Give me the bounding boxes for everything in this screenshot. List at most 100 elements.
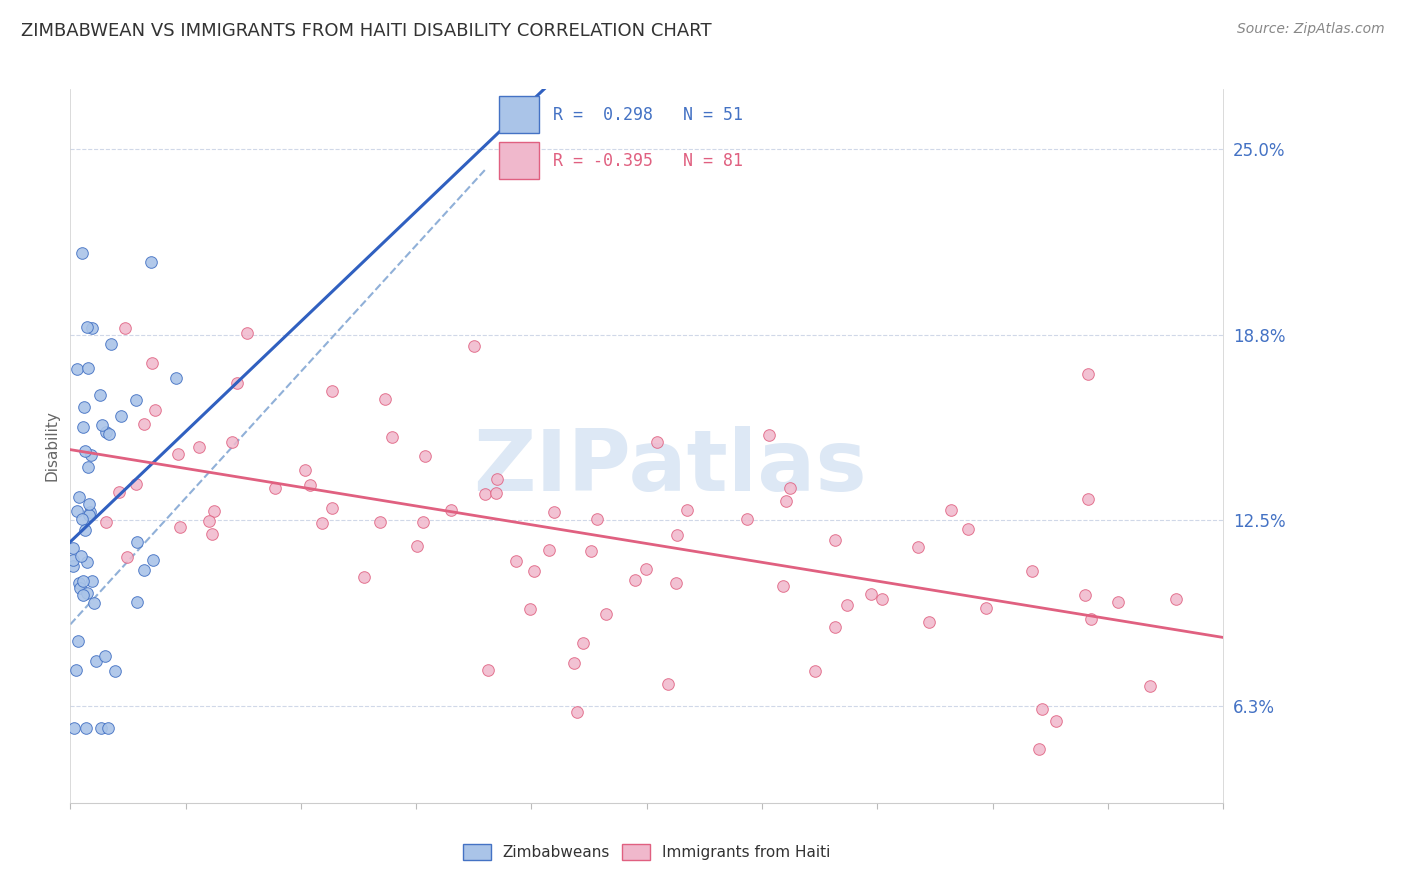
Point	[114, 320, 136, 334]
Point	[77, 497, 100, 511]
Point	[77, 459, 100, 474]
Point	[80, 321, 103, 335]
Point	[69, 581, 91, 595]
Point	[623, 573, 645, 587]
Point	[543, 505, 565, 519]
Point	[647, 435, 669, 450]
Point	[1107, 595, 1129, 609]
Point	[94, 649, 117, 664]
Point	[76, 360, 98, 375]
Point	[125, 392, 148, 407]
Point	[1045, 714, 1067, 728]
Point	[100, 336, 122, 351]
Point	[69, 549, 91, 563]
Point	[463, 338, 485, 352]
Point	[634, 562, 657, 576]
Point	[263, 481, 285, 495]
Point	[474, 487, 496, 501]
Text: ZIMBABWEAN VS IMMIGRANTS FROM HAITI DISABILITY CORRELATION CHART: ZIMBABWEAN VS IMMIGRANTS FROM HAITI DISA…	[21, 22, 711, 40]
Point	[75, 722, 97, 736]
Point	[76, 555, 98, 569]
Point	[72, 512, 94, 526]
Point	[62, 559, 84, 574]
Point	[1031, 702, 1053, 716]
Point	[1077, 367, 1099, 381]
Point	[139, 254, 162, 268]
Point	[108, 485, 131, 500]
Point	[665, 528, 688, 542]
Point	[1077, 491, 1099, 506]
Point	[204, 504, 226, 518]
Point	[413, 449, 436, 463]
Point	[198, 514, 221, 528]
Point	[860, 587, 883, 601]
Point	[1021, 564, 1043, 578]
Point	[772, 579, 794, 593]
Point	[368, 516, 391, 530]
Point	[321, 501, 343, 516]
Point	[406, 539, 429, 553]
Point	[76, 586, 98, 600]
Point	[956, 522, 979, 536]
Point	[299, 477, 322, 491]
Point	[1074, 588, 1097, 602]
Point	[94, 425, 117, 439]
Point	[80, 449, 103, 463]
Point	[115, 550, 138, 565]
Point	[485, 486, 508, 500]
Point	[142, 552, 165, 566]
Text: Source: ZipAtlas.com: Source: ZipAtlas.com	[1237, 22, 1385, 37]
Point	[758, 428, 780, 442]
Point	[125, 595, 148, 609]
Point	[201, 527, 224, 541]
Point	[974, 600, 997, 615]
Point	[737, 512, 759, 526]
Point	[66, 504, 89, 518]
Point	[67, 490, 90, 504]
Y-axis label: Disability: Disability	[44, 410, 59, 482]
Point	[125, 535, 148, 549]
Point	[665, 575, 688, 590]
Point	[586, 512, 609, 526]
Point	[1139, 679, 1161, 693]
Point	[66, 361, 89, 376]
Point	[565, 706, 588, 720]
Point	[572, 636, 595, 650]
Point	[412, 515, 434, 529]
Text: R = -0.395   N = 81: R = -0.395 N = 81	[553, 152, 742, 169]
Point	[824, 620, 846, 634]
Point	[581, 544, 603, 558]
Point	[141, 356, 163, 370]
Point	[564, 656, 586, 670]
Point	[537, 543, 560, 558]
Point	[519, 602, 541, 616]
Point	[165, 371, 187, 385]
Point	[595, 607, 617, 621]
Point	[169, 520, 191, 534]
Point	[353, 570, 375, 584]
Point	[522, 564, 544, 578]
Point	[65, 663, 87, 677]
Point	[803, 664, 825, 678]
Point	[941, 503, 963, 517]
Point	[1164, 591, 1187, 606]
Point	[66, 633, 89, 648]
Text: ZIPatlas: ZIPatlas	[472, 425, 866, 509]
Point	[82, 574, 104, 589]
Point	[79, 508, 101, 522]
Point	[381, 430, 404, 444]
Point	[657, 677, 679, 691]
Point	[76, 319, 98, 334]
Point	[72, 420, 94, 434]
Point	[824, 533, 846, 547]
Point	[72, 588, 94, 602]
Point	[236, 326, 259, 340]
Point	[374, 392, 396, 406]
Point	[440, 503, 463, 517]
Point	[83, 596, 105, 610]
Point	[188, 440, 211, 454]
Legend: Zimbabweans, Immigrants from Haiti: Zimbabweans, Immigrants from Haiti	[457, 838, 837, 866]
Point	[72, 574, 94, 588]
Point	[167, 447, 190, 461]
Point	[97, 722, 120, 736]
